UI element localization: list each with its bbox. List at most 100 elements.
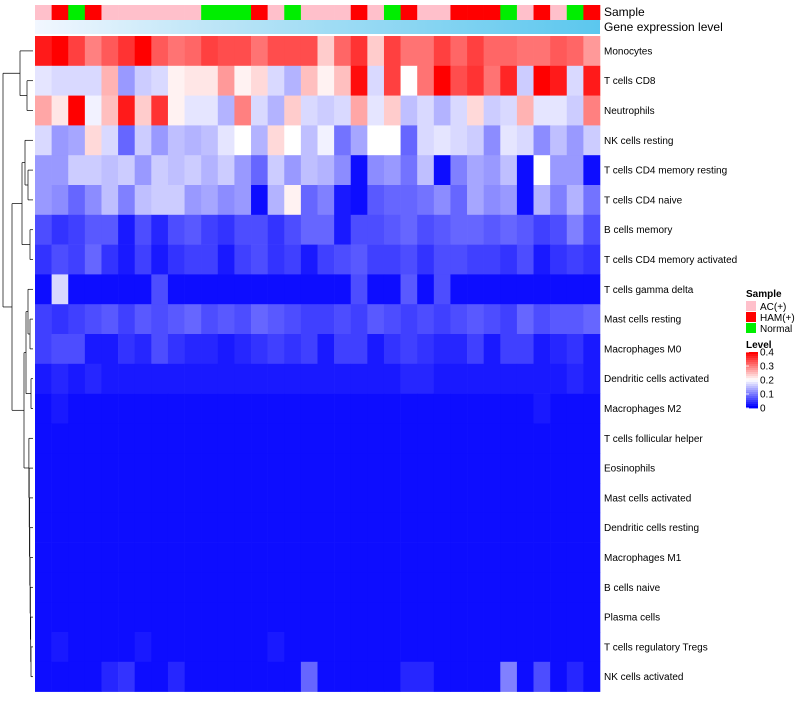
heatmap-cell: [84, 36, 102, 67]
heatmap-cell: [101, 661, 119, 692]
heatmap-cell: [317, 185, 335, 216]
heatmap-cell: [267, 423, 285, 454]
colorbar-segment: [746, 370, 758, 373]
heatmap-cell: [566, 334, 584, 365]
colorbar-segment: [746, 380, 758, 383]
heatmap-cell: [500, 363, 518, 394]
heatmap-cell: [217, 244, 235, 275]
heatmap-cell: [217, 274, 235, 305]
sample-cell: [267, 5, 285, 20]
heatmap-cell: [284, 155, 302, 186]
heatmap-cell: [583, 632, 601, 663]
heatmap-cell: [267, 661, 285, 692]
heatmap-cell: [417, 185, 435, 216]
heatmap-cell: [234, 661, 252, 692]
sample-cell: [300, 5, 318, 20]
heatmap-cell: [367, 214, 385, 245]
heatmap-cell: [500, 155, 518, 186]
heatmap-cell: [284, 65, 302, 96]
heatmap-cell: [367, 423, 385, 454]
heatmap-cell: [367, 274, 385, 305]
heatmap-cell: [450, 393, 468, 424]
heatmap-cell: [217, 363, 235, 394]
heatmap-cell: [566, 453, 584, 484]
heatmap-cell: [300, 65, 318, 96]
heatmap-cell: [234, 453, 252, 484]
heatmap-cell: [533, 304, 551, 335]
heatmap-cell: [267, 304, 285, 335]
heatmap-cell: [450, 632, 468, 663]
heatmap-cell: [317, 244, 335, 275]
heatmap-cell: [134, 632, 152, 663]
heatmap-cell: [68, 304, 86, 335]
heatmap-cell: [566, 214, 584, 245]
heatmap-cell: [201, 512, 219, 543]
colorbar-segment: [746, 384, 758, 387]
heatmap-cell: [417, 65, 435, 96]
legend-level-title: Level: [746, 340, 772, 351]
row-label: Macrophages M0: [604, 344, 682, 355]
heatmap-cell: [516, 304, 534, 335]
colorbar-segment: [746, 394, 758, 397]
sample-cell: [483, 5, 501, 20]
heatmap-cell: [184, 274, 202, 305]
heatmap-cell: [500, 661, 518, 692]
row-label: NK cells activated: [604, 672, 683, 683]
heatmap-cell: [167, 36, 185, 67]
heatmap-cell: [500, 542, 518, 573]
heatmap-cell: [68, 423, 86, 454]
heatmap-cell: [566, 572, 584, 603]
heatmap-cell: [267, 95, 285, 126]
heatmap-cell: [334, 483, 352, 514]
row-label: NK cells resting: [604, 136, 673, 147]
heatmap-cell: [68, 661, 86, 692]
heatmap-cell: [383, 542, 401, 573]
heatmap-cell: [217, 453, 235, 484]
heatmap-cell: [500, 483, 518, 514]
heatmap-cell: [400, 244, 418, 275]
heatmap-cell: [184, 423, 202, 454]
heatmap-cell: [417, 244, 435, 275]
heatmap-cell: [68, 542, 86, 573]
heatmap-cell: [35, 632, 52, 663]
heatmap-cell: [201, 393, 219, 424]
heatmap-cell: [583, 185, 601, 216]
heatmap-cell: [217, 36, 235, 67]
heatmap-cell: [550, 155, 568, 186]
sample-cell: [234, 5, 252, 20]
heatmap-cell: [516, 483, 534, 514]
heatmap-cell: [350, 632, 368, 663]
heatmap-cell: [400, 512, 418, 543]
heatmap-cell: [234, 393, 252, 424]
heatmap-cell: [334, 185, 352, 216]
heatmap-cell: [68, 214, 86, 245]
heatmap-cell: [118, 661, 136, 692]
heatmap-cell: [383, 483, 401, 514]
heatmap-cell: [483, 244, 501, 275]
heatmap-cell: [201, 274, 219, 305]
heatmap-cell: [284, 393, 302, 424]
heatmap-cell: [350, 512, 368, 543]
row-label: T cells regulatory Tregs: [604, 642, 708, 653]
heatmap-cell: [51, 334, 69, 365]
heatmap-cell: [118, 453, 136, 484]
heatmap-cell: [300, 393, 318, 424]
heatmap-cell: [417, 632, 435, 663]
heatmap-cell: [533, 214, 551, 245]
heatmap-cell: [267, 393, 285, 424]
sample-cell: [566, 5, 584, 20]
heatmap-cell: [433, 95, 451, 126]
heatmap-cell: [566, 393, 584, 424]
heatmap-cell: [583, 304, 601, 335]
heatmap-cell: [151, 185, 169, 216]
colorbar-segment: [746, 368, 758, 371]
heatmap-cell: [516, 185, 534, 216]
heatmap-cell: [483, 632, 501, 663]
heatmap-cell: [51, 572, 69, 603]
heatmap-cell: [350, 95, 368, 126]
heatmap-cell: [118, 423, 136, 454]
heatmap-cell: [151, 512, 169, 543]
heatmap-cell: [533, 65, 551, 96]
heatmap-cell: [450, 214, 468, 245]
heatmap-cell: [334, 602, 352, 633]
